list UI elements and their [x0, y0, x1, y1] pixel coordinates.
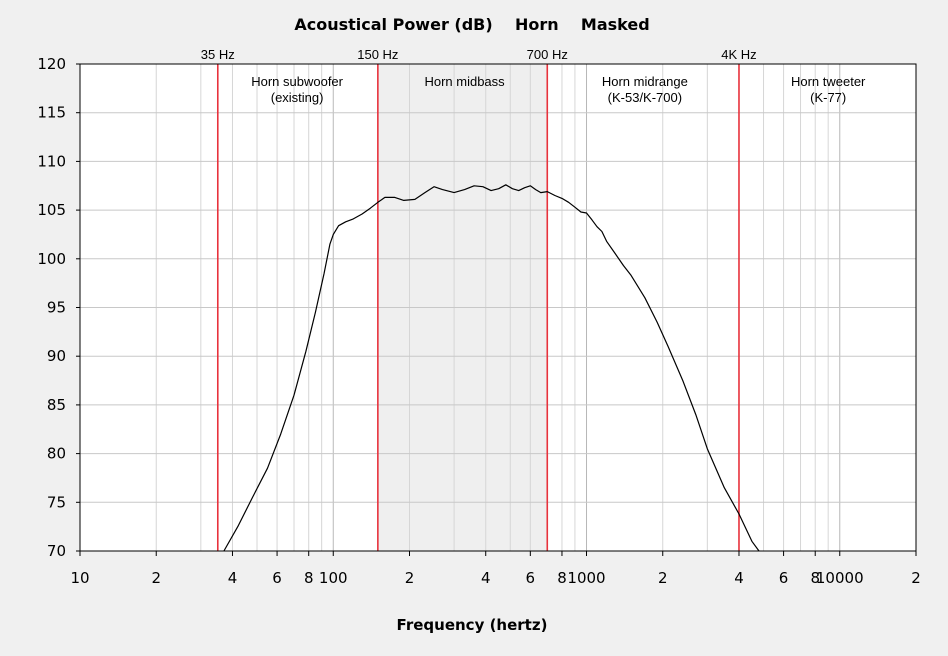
x-tick-label: 10000: [816, 569, 864, 587]
region-label: Horn tweeter (K-77): [791, 74, 866, 105]
x-tick-label: 6: [272, 569, 282, 587]
crossover-label: 4K Hz: [721, 47, 756, 62]
x-tick-label: 8: [304, 569, 314, 587]
chart-title: Acoustical Power (dB) Horn Masked: [294, 15, 649, 34]
x-tick-label: 10: [70, 569, 89, 587]
x-tick-label: 6: [526, 569, 536, 587]
x-tick-label: 2: [151, 569, 161, 587]
y-tick-label: 115: [37, 104, 66, 122]
region-label-line: Horn midbass: [424, 74, 505, 89]
x-tick-label: 6: [779, 569, 789, 587]
y-tick-label: 90: [47, 347, 66, 365]
region-label: Horn midbass: [424, 74, 505, 89]
x-tick-label: 2: [658, 569, 668, 587]
region-label-line: (K-53/K-700): [608, 90, 682, 105]
region-label-line: (K-77): [810, 90, 846, 105]
region-label: Horn midrange (K-53/K-700): [602, 74, 688, 105]
y-tick-label: 95: [47, 299, 66, 317]
y-tick-label: 120: [37, 55, 66, 73]
x-tick-label: 4: [734, 569, 744, 587]
y-tick-label: 85: [47, 396, 66, 414]
x-tick-label: 8: [557, 569, 567, 587]
region-label: Horn subwoofer (existing): [251, 74, 343, 105]
x-tick-label: 100: [319, 569, 348, 587]
region-label-line: Horn midrange: [602, 74, 688, 89]
crossover-label: 35 Hz: [201, 47, 235, 62]
x-tick-label: 2: [911, 569, 921, 587]
region-label-line: Horn tweeter: [791, 74, 866, 89]
y-tick-label: 70: [47, 542, 66, 560]
x-tick-label: 1000: [567, 569, 605, 587]
crossover-label: 150 Hz: [357, 47, 398, 62]
y-tick-label: 110: [37, 152, 66, 170]
y-tick-label: 80: [47, 445, 66, 463]
region-label-line: (existing): [271, 90, 324, 105]
y-tick-label: 105: [37, 201, 66, 219]
x-axis-label: Frequency (hertz): [397, 616, 548, 634]
crossover-label: 700 Hz: [527, 47, 568, 62]
response-curve: [223, 184, 760, 552]
region-label-line: Horn subwoofer: [251, 74, 343, 89]
x-tick-label: 4: [481, 569, 491, 587]
x-tick-label: 4: [228, 569, 238, 587]
y-tick-label: 75: [47, 493, 66, 511]
x-tick-label: 2: [405, 569, 415, 587]
y-tick-label: 100: [37, 250, 66, 268]
x-tick-label: 8: [810, 569, 820, 587]
